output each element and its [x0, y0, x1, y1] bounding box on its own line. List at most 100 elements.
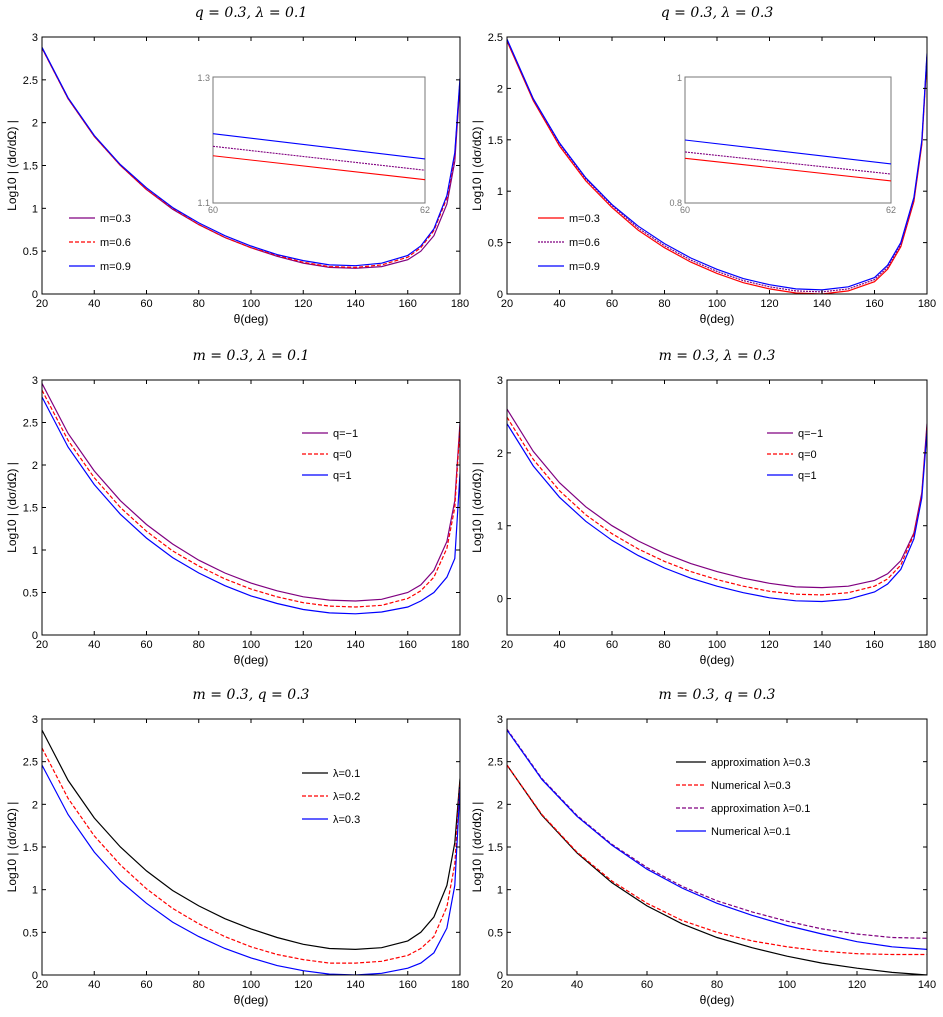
y-tick-label: 3: [32, 714, 38, 726]
y-tick-label: 1: [32, 203, 38, 215]
y-tick-label: 2.5: [488, 32, 503, 44]
series-line-1: [42, 383, 460, 602]
series-line-2: [42, 47, 460, 269]
x-tick-label: 120: [760, 639, 778, 651]
legend: q=−1 q=0 q=1: [302, 428, 358, 482]
x-tick-label: 120: [294, 979, 312, 991]
x-axis-label: θ(deg): [700, 312, 735, 326]
series-line-3: [42, 47, 460, 267]
x-tick-label: 140: [346, 979, 364, 991]
x-tick-label: 140: [813, 639, 831, 651]
legend: m=0.3 m=0.6 m=0.9: [69, 213, 131, 273]
x-tick-label: 100: [708, 298, 726, 310]
x-tick-label: 60: [140, 298, 152, 310]
chart-panel-6: m = 0.3, q = 0.3 20 40 60 80 100 120 140 0 0.5 1 1.…: [470, 687, 936, 1007]
y-axis-label: Log10 | (dσ/dΩ) |: [5, 462, 19, 553]
x-tick-label: 60: [606, 298, 618, 310]
y-tick-label: 1: [497, 521, 503, 533]
y-tick-label: 1: [32, 885, 38, 897]
x-tick-label: 100: [242, 639, 260, 651]
inset-x-tick-label: 62: [886, 205, 896, 215]
x-tick-label: 100: [708, 639, 726, 651]
x-axis-label: θ(deg): [700, 653, 735, 667]
legend: q=−1 q=0 q=1: [767, 428, 823, 482]
series-line-1: [507, 40, 927, 294]
y-axis-label: Log10 | (dσ/dΩ) |: [470, 462, 484, 553]
series-line-3: [42, 764, 460, 975]
inset-series-line-2: [212, 155, 426, 181]
legend-label: q=0: [798, 449, 817, 461]
y-tick-label: 0.5: [23, 588, 38, 600]
inset-zoom: 60 62 0.8 1: [669, 73, 896, 215]
inset-y-tick-label: 0.8: [669, 198, 682, 208]
x-tick-label: 140: [918, 979, 936, 991]
legend-label: q=0: [333, 449, 352, 461]
y-tick-label: 1: [497, 885, 503, 897]
legend-label: m=0.9: [569, 261, 600, 273]
x-tick-label: 60: [606, 639, 618, 651]
y-tick-label: 0.5: [23, 246, 38, 258]
series-line-2: [42, 747, 460, 964]
legend-label: q=−1: [798, 428, 823, 440]
chart-panel-5: m = 0.3, q = 0.320 40 60 80 100 120 140 160 1800…: [5, 687, 469, 1007]
chart-title: m = 0.3, q = 0.3: [193, 687, 310, 703]
inset-series-line-1: [212, 145, 426, 171]
x-tick-label: 120: [294, 639, 312, 651]
series-line-4: [507, 729, 927, 950]
x-tick-label: 180: [451, 979, 469, 991]
y-tick-label: 0.5: [488, 238, 503, 250]
inset-series-line-3: [212, 133, 426, 160]
inset-x-tick-label: 60: [208, 205, 218, 215]
inset-zoom: 60 62 1.1 1.3: [197, 73, 430, 215]
x-tick-label: 40: [88, 298, 100, 310]
series-line-3: [507, 38, 927, 291]
legend: approximation λ=0.3 Numerical λ=0.3 approx…: [676, 757, 810, 838]
x-axis-label: θ(deg): [234, 312, 269, 326]
y-tick-label: 1.5: [488, 842, 503, 854]
y-tick-label: 3: [497, 714, 503, 726]
series-line-1: [507, 408, 927, 589]
y-tick-label: 0: [497, 289, 503, 301]
x-tick-label: 80: [193, 639, 205, 651]
x-tick-label: 20: [36, 298, 48, 310]
chart-panel-4: m = 0.3, λ = 0.3 20 40 60 80 100 120 140 160 180 0…: [470, 348, 936, 667]
legend-label: q=−1: [333, 428, 358, 440]
y-axis-label: Log10 | (dσ/dΩ) |: [5, 120, 19, 211]
series-line-3: [42, 396, 460, 615]
x-tick-label: 80: [193, 298, 205, 310]
x-tick-label: 100: [242, 298, 260, 310]
x-tick-label: 40: [571, 979, 583, 991]
y-tick-label: 0: [497, 970, 503, 982]
x-tick-label: 60: [140, 639, 152, 651]
series-line-1: [42, 729, 460, 951]
x-tick-label: 120: [294, 298, 312, 310]
x-tick-label: 100: [242, 979, 260, 991]
y-axis-label: Log10 | (dσ/dΩ) |: [470, 120, 484, 211]
x-tick-label: 80: [711, 979, 723, 991]
legend-label: m=0.9: [100, 261, 131, 273]
x-tick-label: 20: [36, 639, 48, 651]
y-tick-label: 3: [32, 32, 38, 44]
y-tick-label: 0: [32, 289, 38, 301]
x-tick-label: 60: [140, 979, 152, 991]
legend-label: q=1: [333, 470, 352, 482]
x-tick-label: 180: [918, 298, 936, 310]
legend-label: Numerical λ=0.3: [711, 780, 791, 792]
x-tick-label: 180: [451, 639, 469, 651]
chart-title: m = 0.3, q = 0.3: [659, 687, 776, 703]
x-axis-label: θ(deg): [234, 993, 269, 1007]
y-tick-label: 2.5: [23, 75, 38, 87]
x-tick-label: 40: [88, 639, 100, 651]
y-tick-label: 2.5: [23, 757, 38, 769]
y-tick-label: 2: [32, 799, 38, 811]
series-line-2: [507, 764, 927, 956]
y-tick-label: 2.5: [23, 418, 38, 430]
y-tick-label: 0: [32, 630, 38, 642]
x-axis-label: θ(deg): [234, 653, 269, 667]
legend-label: Numerical λ=0.1: [711, 826, 791, 838]
x-tick-label: 20: [36, 979, 48, 991]
legend-label: λ=0.3: [333, 814, 360, 826]
x-tick-label: 40: [553, 298, 565, 310]
x-tick-label: 40: [553, 639, 565, 651]
x-axis-label: θ(deg): [700, 993, 735, 1007]
